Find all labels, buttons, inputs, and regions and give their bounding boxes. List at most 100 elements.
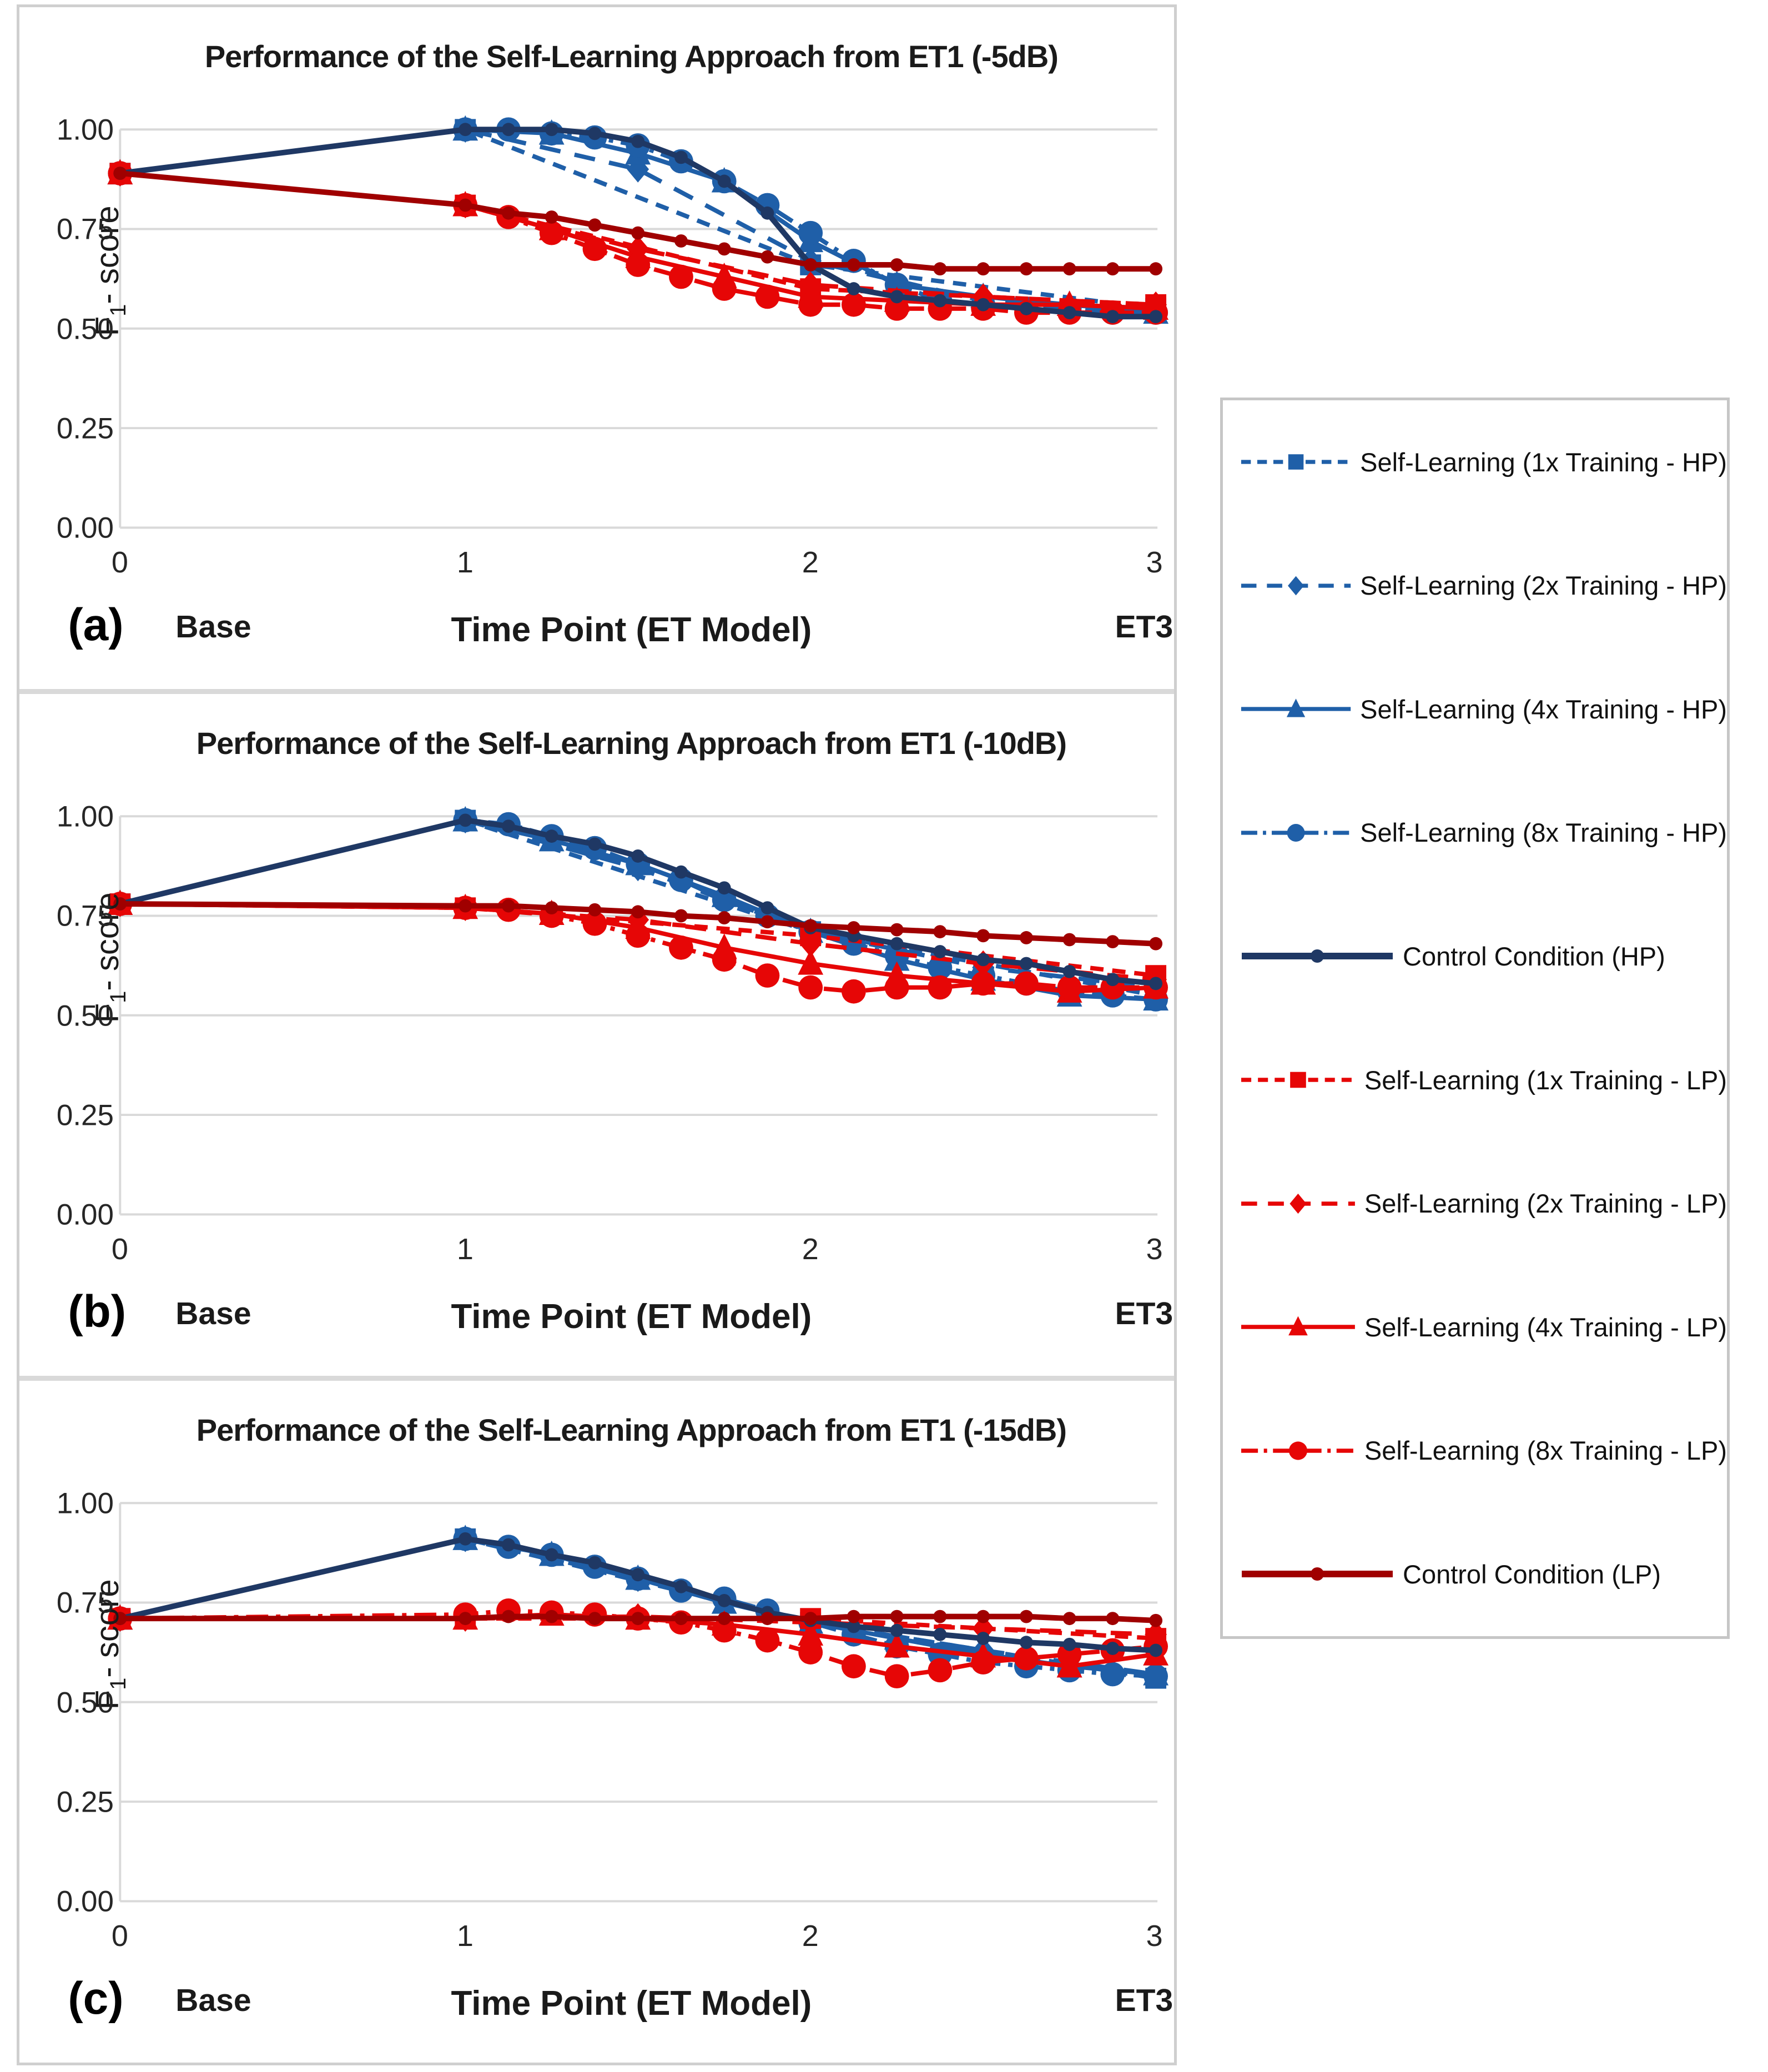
series-marker-circle [842,1654,866,1679]
x-tick: 2 [802,1919,819,1953]
series-marker-dot [890,1623,904,1637]
series-marker-dot [1062,933,1076,947]
legend-item-label: Self-Learning (4x Training - LP) [1364,1312,1727,1342]
legend-item: Control Condition (LP) [1223,1512,1727,1636]
series-marker-dot [847,258,860,271]
legend-item-label: Self-Learning (1x Training - HP) [1360,447,1727,477]
series-marker-dot [933,294,947,308]
series-marker-circle [971,1650,996,1674]
legend-sample [1241,454,1351,470]
x-tick: 0 [111,1919,128,1953]
series-marker-dot [847,1610,860,1623]
series-marker-dot [545,1548,558,1562]
series-marker-dot [502,819,515,833]
legend-item-label: Self-Learning (1x Training - LP) [1364,1065,1727,1095]
series-marker-circle [798,1640,823,1664]
y-tick: 1.00 [56,800,114,833]
panel-letter-a: (a) [68,599,124,650]
y-tick: 0.00 [56,1198,114,1231]
y-axis-label: F1- score [89,132,131,410]
series-marker-dot [847,921,860,934]
legend-item-label: Self-Learning (2x Training - HP) [1360,571,1727,601]
series-marker-dot [631,1612,645,1626]
x-axis-base-label: Base [175,1983,251,2019]
series-marker-dot [1062,306,1076,320]
series-marker-circle [928,975,953,1000]
x-axis-title: Time Point (ET Model) [451,1297,812,1336]
x-axis-et3-label: ET3 [1115,1983,1173,2019]
series-marker-dot [459,1532,472,1546]
series-line [119,127,1156,320]
series-marker-circle [669,936,693,960]
y-axis-label: F1- score [89,819,131,1097]
legend-item: Control Condition (HP) [1223,894,1727,1018]
series-marker-dot [890,258,904,271]
x-tick: 0 [111,1232,128,1266]
series-marker-dot [933,945,947,958]
series-marker-dot [976,262,990,276]
series-marker-circle [712,1618,737,1643]
series-marker-circle [582,912,607,936]
series-marker-triangle [884,1632,910,1658]
series-marker-dot [1106,1642,1120,1655]
series-marker-dot [1019,1636,1033,1649]
series-marker-circle [712,887,737,912]
series-marker-dot [933,925,947,939]
series-marker-circle [712,947,737,972]
series-marker-dot [631,905,645,919]
x-axis-et3-label: ET3 [1115,609,1173,645]
series-marker-circle [971,971,996,996]
chart-plot-b [107,806,1169,1216]
series-marker-dot [976,298,990,311]
series-marker-dot [674,865,688,879]
series-marker-dot [113,897,127,911]
series-marker-dot [113,167,127,180]
series-marker-dot [674,234,688,248]
series-marker-circle [884,1664,909,1688]
legend-item: Self-Learning (8x Training - LP) [1223,1389,1727,1512]
series-marker-dot [459,198,472,212]
x-tick: 1 [456,1232,474,1266]
legend-sample [1241,1316,1355,1336]
series-marker-dot [890,1610,904,1623]
series-marker-dot [545,210,558,224]
legend-item-label: Self-Learning (4x Training - HP) [1360,694,1727,724]
series-marker-dot [1149,1643,1163,1657]
series-marker-circle [928,1658,953,1683]
series-marker-dot [459,899,472,913]
series-marker-dot [760,915,774,929]
series-marker-dot [717,911,731,924]
x-tick: 3 [1146,1232,1163,1266]
legend: Self-Learning (1x Training - HP) Self-Lea… [1220,398,1730,1639]
series-marker-circle [755,1628,780,1653]
series-marker-circle [1057,1642,1082,1667]
y-tick: 0.75 [56,1586,114,1620]
x-tick: 3 [1146,1919,1163,1953]
chart-panels-column: Performance of the Self-Learning Approac… [17,4,1177,2065]
series-marker-dot [674,150,688,164]
series-marker-dot [717,242,731,256]
series-marker-dot [976,1610,990,1623]
x-axis-base-label: Base [175,609,251,645]
series-marker-circle [1057,975,1082,1000]
series-marker-dot [674,1580,688,1593]
series-marker-diamond [1288,576,1304,596]
series-marker-dot [1149,937,1163,950]
series-marker-dot [847,1620,860,1633]
series-marker-dot [1106,935,1120,949]
series-marker-dot [588,837,602,851]
series-marker-dot [1062,1637,1076,1651]
y-tick: 0.00 [56,511,114,545]
series-marker-circle [712,276,737,301]
x-axis-et3-label: ET3 [1115,1296,1173,1332]
series-marker-dot [717,1594,731,1607]
series-marker-dot [1062,262,1076,276]
x-axis-base-label: Base [175,1296,251,1332]
legend-sample [1242,1567,1393,1581]
series-marker-circle [842,292,866,317]
series-marker-dot [1311,1567,1324,1581]
legend-sample [1241,1072,1355,1088]
x-tick: 1 [456,545,474,579]
series-marker-dot [933,262,947,276]
series-marker-dot [1149,262,1163,276]
